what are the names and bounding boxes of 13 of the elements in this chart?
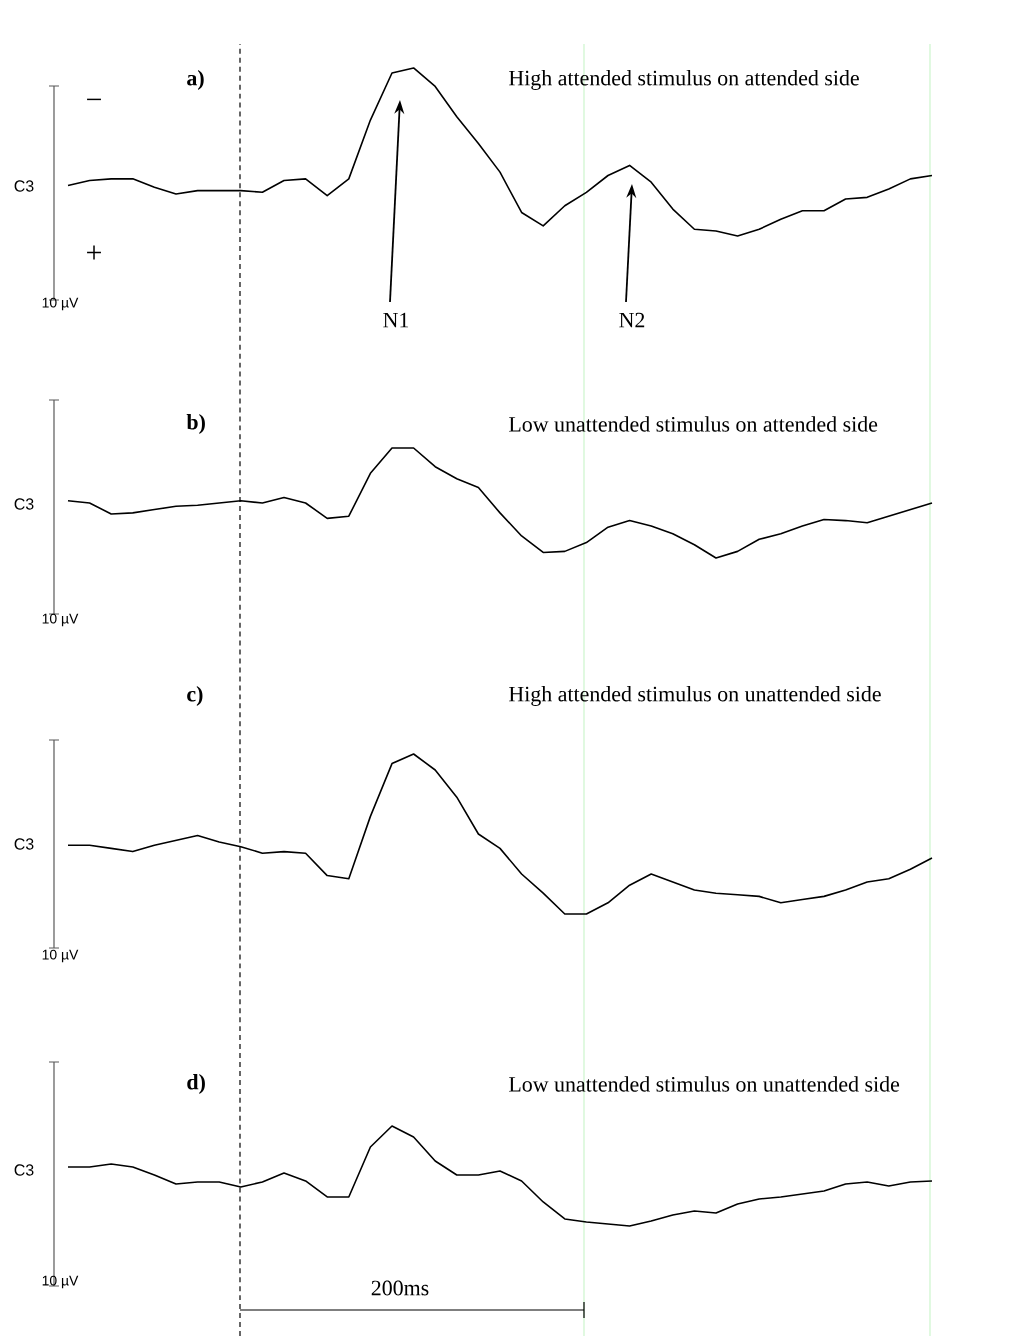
text: + (87, 245, 101, 260)
chart-title: b) (186, 414, 205, 434)
chart-subtitle: Low unattended stimulus on unattended side (509, 1076, 900, 1092)
text: 200ms (371, 1280, 429, 1296)
chart-title: a) (187, 70, 204, 90)
chart-subtitle: Low unattended stimulus on attended side (509, 416, 878, 432)
text: N2 (619, 312, 645, 328)
text: N1 (383, 312, 409, 328)
annotation: − (87, 98, 101, 101)
chart-subtitle: High attended stimulus on attended side (509, 70, 859, 90)
chart-title: c) (187, 686, 203, 706)
chart-subtitle: High attended stimulus on unattended side (509, 686, 881, 706)
chart-title: d) (187, 1074, 205, 1094)
